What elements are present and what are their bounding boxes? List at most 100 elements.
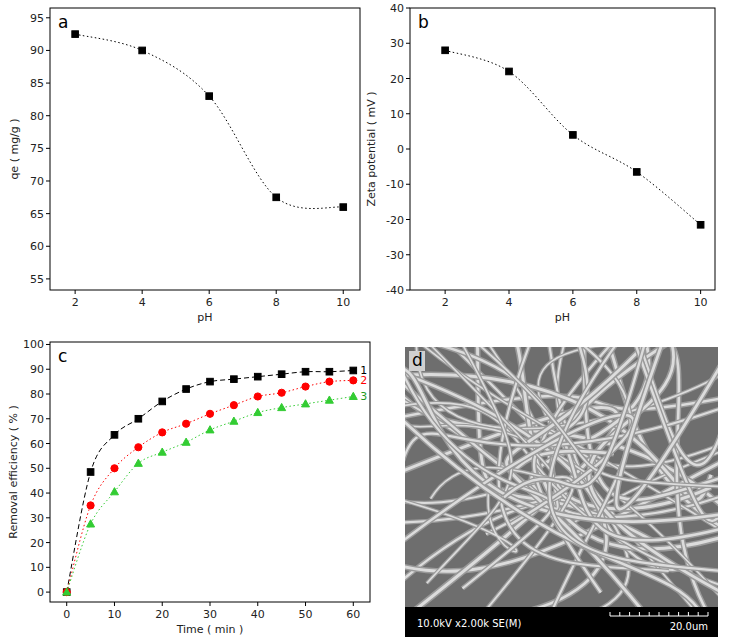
data-point <box>230 417 238 424</box>
data-point <box>63 588 71 595</box>
y-tick <box>406 254 410 255</box>
scale-tick <box>688 612 689 616</box>
y-tick <box>46 344 50 345</box>
panel-c: 01020304050600102030405060708090100Time … <box>7 338 370 636</box>
data-point <box>111 432 118 439</box>
fiber-edge <box>504 347 646 497</box>
x-tick-label: 10 <box>107 608 121 621</box>
data-point <box>506 68 513 75</box>
line <box>75 34 343 208</box>
y-tick-label: 30 <box>30 512 44 525</box>
data-point <box>302 383 309 390</box>
fiber <box>633 347 718 521</box>
legend-label: 3 <box>360 390 367 403</box>
data-point <box>206 410 213 417</box>
data-point <box>182 438 190 445</box>
data-point <box>183 386 190 393</box>
x-tick-label: 8 <box>273 296 280 309</box>
y-tick-label: -10 <box>386 178 404 191</box>
data-point <box>633 169 640 176</box>
data-point <box>159 429 166 436</box>
data-point <box>254 408 262 415</box>
fiber-edge <box>633 347 718 521</box>
fiber-edge <box>636 347 718 465</box>
data-point <box>273 194 280 201</box>
x-tick <box>210 602 211 606</box>
data-point <box>340 204 347 211</box>
data-point <box>139 47 146 54</box>
figure: 246810556065707580859095pHqe ( mg/g )a24… <box>0 0 750 644</box>
y-tick <box>46 443 50 444</box>
scale-tick <box>610 612 611 616</box>
data-point <box>135 444 142 451</box>
y-tick <box>46 493 50 494</box>
x-axis-title: Time ( min ) <box>176 623 244 636</box>
x-tick <box>276 290 277 294</box>
data-point <box>231 376 238 383</box>
x-tick <box>142 290 143 294</box>
y-tick-label: 70 <box>30 175 44 188</box>
y-tick <box>46 213 50 214</box>
data-point <box>442 47 449 54</box>
panel-d: 10.0kV x2.00k SE(M)20.0umd <box>395 337 728 637</box>
y-tick <box>406 290 410 291</box>
y-tick <box>46 115 50 116</box>
data-point <box>207 378 214 385</box>
x-tick <box>75 290 76 294</box>
x-tick-label: 60 <box>346 608 360 621</box>
legend-label: 2 <box>360 374 367 387</box>
x-tick-label: 6 <box>206 296 213 309</box>
line <box>67 380 354 592</box>
y-tick-label: 0 <box>37 586 44 599</box>
data-point <box>326 378 333 385</box>
data-point <box>134 459 142 466</box>
y-tick <box>46 278 50 279</box>
y-tick <box>46 567 50 568</box>
info-band <box>405 607 718 637</box>
x-tick <box>572 290 573 294</box>
x-tick <box>162 602 163 606</box>
scale-tick <box>639 612 640 616</box>
x-tick <box>509 290 510 294</box>
fiber <box>470 347 718 487</box>
x-tick-label: 4 <box>506 296 513 309</box>
x-tick-label: 2 <box>72 296 79 309</box>
x-tick <box>66 602 67 606</box>
y-tick-label: -30 <box>386 249 404 262</box>
y-tick-label: 60 <box>30 438 44 451</box>
y-tick-label: 30 <box>390 37 404 50</box>
data-point <box>63 588 70 595</box>
y-tick <box>46 83 50 84</box>
y-tick-label: 85 <box>30 77 44 90</box>
y-tick-label: 65 <box>30 208 44 221</box>
data-point <box>111 465 118 472</box>
y-tick-label: 90 <box>30 44 44 57</box>
x-axis-title: pH <box>197 311 212 324</box>
data-point <box>254 373 261 380</box>
data-point <box>349 392 357 399</box>
x-tick <box>636 290 637 294</box>
data-point <box>72 31 79 38</box>
y-tick <box>406 8 410 9</box>
data-point <box>326 368 333 375</box>
data-point <box>206 426 214 433</box>
y-tick <box>46 468 50 469</box>
fiber <box>636 347 718 465</box>
scale-tick <box>629 612 630 616</box>
x-tick-label: 6 <box>569 296 576 309</box>
fiber <box>423 347 554 499</box>
y-tick-label: 60 <box>30 240 44 253</box>
x-tick <box>305 602 306 606</box>
data-point <box>135 415 142 422</box>
y-tick <box>46 180 50 181</box>
y-axis-title: Removal efficiency ( % ) <box>7 405 20 539</box>
scale-tick <box>708 612 709 616</box>
y-axis-title: Zeta potential ( mV ) <box>365 91 378 206</box>
plot-frame <box>410 8 715 290</box>
data-point <box>302 400 310 407</box>
data-point <box>278 389 285 396</box>
panel-letter: b <box>418 12 429 32</box>
y-tick-label: 10 <box>30 561 44 574</box>
y-tick <box>46 369 50 370</box>
plot-frame <box>50 8 360 290</box>
